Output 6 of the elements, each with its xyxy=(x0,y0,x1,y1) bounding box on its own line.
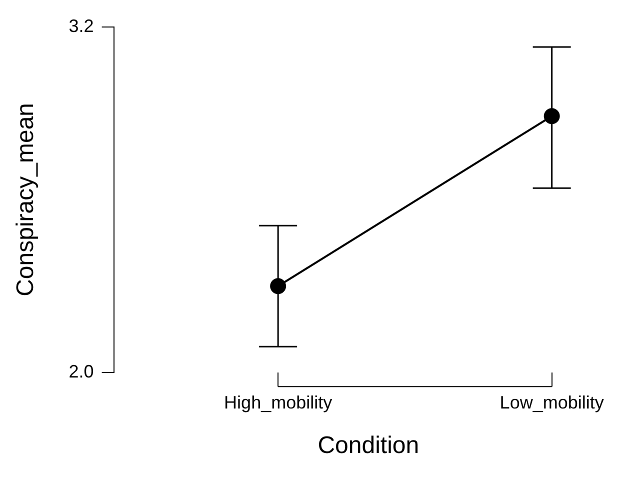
y-tick-label: 2.0 xyxy=(68,362,94,382)
x-tick-label: Low_mobility xyxy=(500,392,604,412)
x-tick-label: High_mobility xyxy=(224,392,332,412)
x-axis-title: Condition xyxy=(318,432,420,460)
y-axis-title: Conspiracy_mean xyxy=(12,102,40,296)
y-tick-label: 3.2 xyxy=(68,16,94,36)
